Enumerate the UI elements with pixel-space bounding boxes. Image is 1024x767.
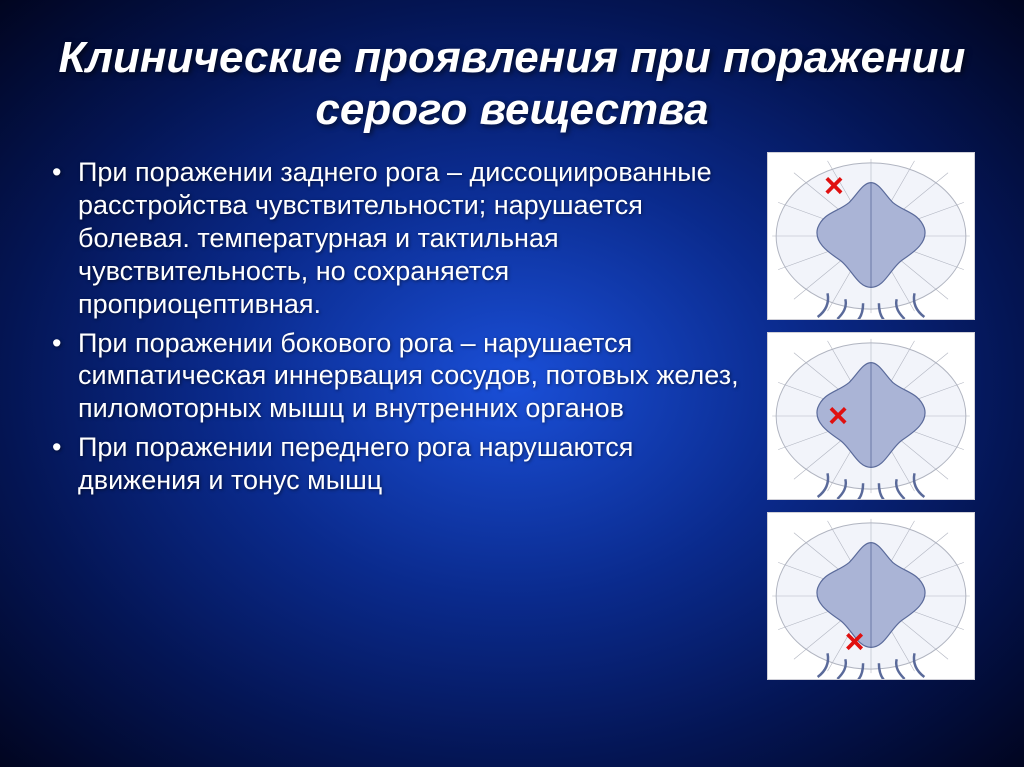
bullet-item: При поражении бокового рога – нарушается… (44, 327, 744, 426)
spinal-cord-diagram-anterior-horn: × (767, 512, 975, 680)
slide-title: Клинические проявления при поражении сер… (44, 32, 980, 136)
slide: Клинические проявления при поражении сер… (0, 0, 1024, 767)
lesion-mark-icon: × (828, 399, 848, 433)
lesion-mark-icon: × (824, 169, 844, 203)
cross-section-icon (768, 153, 974, 319)
lesion-mark-icon: × (845, 625, 865, 659)
slide-body: При поражении заднего рога – диссоцииров… (44, 142, 980, 747)
bullet-item: При поражении переднего рога нарушаются … (44, 431, 744, 497)
bullet-list: При поражении заднего рога – диссоцииров… (44, 142, 744, 747)
cross-section-icon (768, 513, 974, 679)
spinal-cord-diagram-posterior-horn: × (767, 152, 975, 320)
diagram-column: × (762, 142, 980, 747)
spinal-cord-diagram-lateral-horn: × (767, 332, 975, 500)
cross-section-icon (768, 333, 974, 499)
bullet-item: При поражении заднего рога – диссоцииров… (44, 156, 744, 321)
